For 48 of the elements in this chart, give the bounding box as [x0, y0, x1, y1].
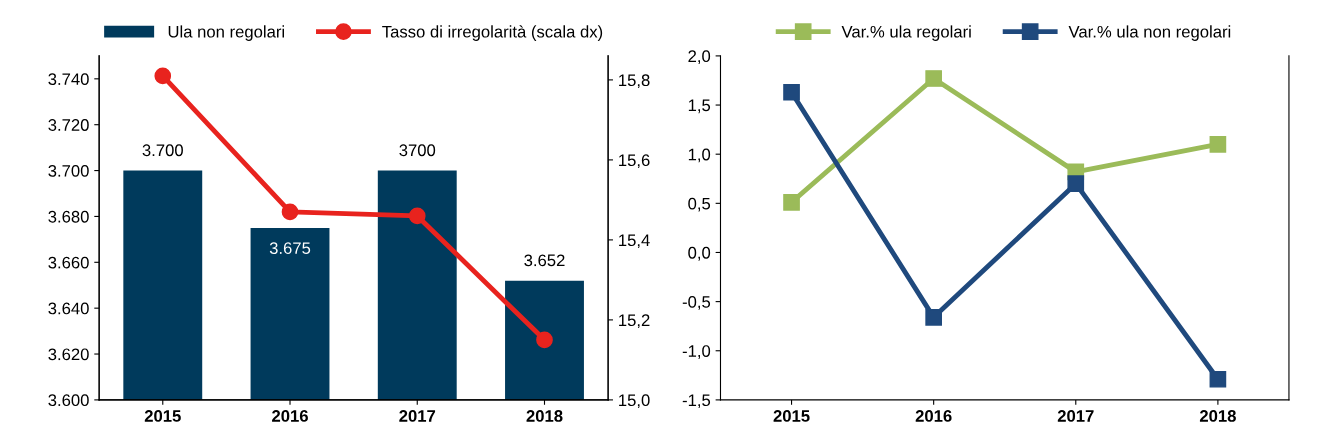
legend-label: Var.% ula non regolari — [1068, 25, 1231, 41]
point — [281, 203, 299, 221]
point — [925, 70, 942, 87]
x-tick-label: 2016 — [272, 410, 308, 422]
point — [536, 331, 553, 349]
x-tick-label: 2017 — [399, 410, 436, 422]
y2-tick-label: 15,8 — [619, 74, 650, 89]
data-label: 3.700 — [142, 144, 183, 157]
point — [154, 67, 172, 85]
point — [1209, 136, 1227, 153]
legend-label: Ula non regolari — [168, 25, 284, 41]
y-tick-label: 1,5 — [688, 99, 711, 114]
legend-label: Tasso di irregolarità (scala dx) — [382, 25, 603, 41]
point — [925, 309, 942, 326]
y-tick-label: -1,5 — [682, 394, 711, 409]
x-tick-label: 2018 — [1199, 410, 1236, 422]
y-tick-label: -0,5 — [682, 296, 711, 310]
legend-label: Var.% ula regolari — [841, 25, 971, 41]
y-tick-label: 0,5 — [688, 197, 711, 212]
point — [783, 83, 800, 101]
data-label: 3.652 — [524, 254, 565, 267]
y2-tick-label: 15,6 — [619, 154, 650, 169]
point — [408, 207, 426, 225]
y2-tick-label: 15,0 — [619, 394, 650, 409]
y-tick-label: 0,0 — [688, 246, 711, 261]
y-tick-label: 3.660 — [48, 256, 89, 269]
x-tick-label: 2015 — [144, 410, 181, 422]
y-tick-label: 3.620 — [48, 348, 89, 361]
x-tick-label: 2018 — [526, 410, 563, 422]
data-label: 3.675 — [269, 242, 311, 255]
point — [1067, 175, 1085, 193]
y-tick-label: 3.640 — [48, 302, 89, 315]
y-tick-label: 3.680 — [48, 210, 89, 223]
y-tick-label: 3.740 — [48, 73, 89, 86]
y-tick-label: 3.600 — [48, 394, 89, 407]
data-label: 3700 — [399, 144, 436, 157]
y-tick-label: 3.700 — [48, 164, 89, 177]
y-tick-label: 3.720 — [48, 119, 89, 131]
x-tick-label: 2016 — [915, 410, 952, 422]
y-tick-label: 1,0 — [688, 148, 711, 163]
point — [783, 194, 800, 211]
y-tick-label: 2,0 — [688, 50, 711, 65]
y2-tick-label: 15,4 — [619, 234, 650, 249]
y-tick-label: -1,0 — [682, 345, 711, 359]
y2-tick-label: 15,2 — [619, 314, 650, 329]
x-tick-label: 2015 — [773, 410, 810, 422]
point — [1209, 370, 1227, 388]
x-tick-label: 2017 — [1057, 410, 1094, 422]
